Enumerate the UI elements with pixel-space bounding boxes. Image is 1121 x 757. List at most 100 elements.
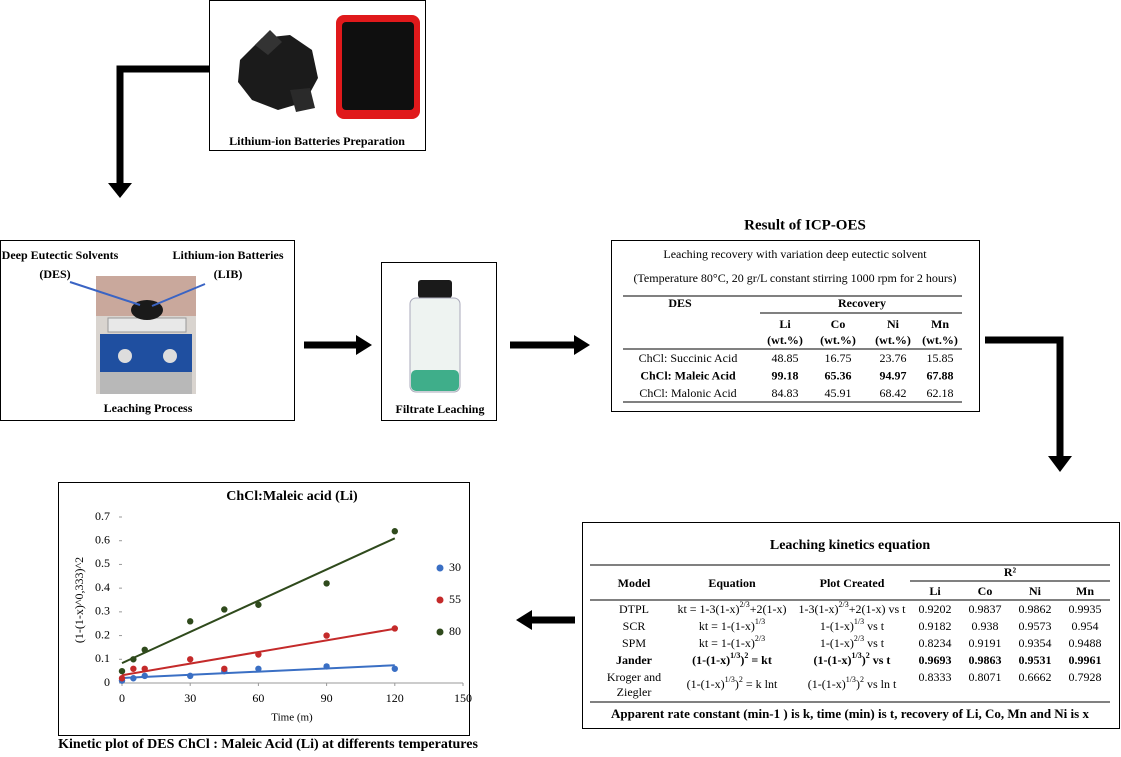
equation: kt = 1-(1-x)1/3 xyxy=(699,617,765,633)
superscript: 2/3 xyxy=(838,600,848,609)
x-tick-label: 60 xyxy=(252,691,264,705)
column-header: Mn xyxy=(931,317,949,331)
text-segment: 1-3(1-x) xyxy=(799,602,839,616)
data-point xyxy=(391,528,398,535)
cell: 0.9182 xyxy=(919,619,952,633)
icp-box xyxy=(611,240,980,412)
y-tick-label: 0.7 xyxy=(95,509,110,523)
superscript: 2/3 xyxy=(755,634,765,643)
y-tick-label: 0.5 xyxy=(95,556,110,570)
equation: (1-(1-x)1/3)2 = kt xyxy=(692,651,772,667)
text-segment: vs t xyxy=(870,653,891,667)
cell: 45.91 xyxy=(825,386,852,400)
superscript: 2 xyxy=(744,651,748,660)
equation: 1-(1-x)1/3 vs t xyxy=(820,617,885,633)
column-header: Ni xyxy=(887,317,900,331)
text-segment: 1-(1-x) xyxy=(820,619,854,633)
row-label: SPM xyxy=(622,636,646,650)
data-point xyxy=(323,580,330,587)
data-point xyxy=(187,618,194,625)
des-label: (DES) xyxy=(39,267,70,281)
cell: 0.8234 xyxy=(919,636,952,650)
column-header: (wt.%) xyxy=(922,333,958,347)
text-segment: = k lnt xyxy=(743,677,778,691)
cell: 0.9837 xyxy=(969,602,1002,616)
y-tick-label: 0.2 xyxy=(95,627,110,641)
x-tick-label: 120 xyxy=(386,691,404,705)
equation: (1-(1-x)1/3)2 = k lnt xyxy=(687,675,778,691)
text-segment: +2(1-x) vs t xyxy=(849,602,906,616)
text-segment: kt = 1-(1-x) xyxy=(699,636,755,650)
equation: (1-(1-x)1/3)2 vs ln t xyxy=(808,675,897,691)
cell: 16.75 xyxy=(825,351,852,365)
arrow-head xyxy=(356,335,372,355)
column-header: Plot Created xyxy=(820,576,885,590)
legend-marker xyxy=(436,628,444,636)
cell: 0.9935 xyxy=(1069,602,1102,616)
text-segment: ) xyxy=(862,653,866,667)
legend-marker xyxy=(436,596,444,604)
row-label: Ziegler xyxy=(617,685,652,699)
cell: 65.36 xyxy=(825,368,852,382)
cell: 0.954 xyxy=(1072,619,1099,633)
data-point xyxy=(187,672,194,680)
column-header: (wt.%) xyxy=(767,333,803,347)
text-segment: ) xyxy=(740,653,744,667)
pointer-line xyxy=(69,281,141,306)
cell: 62.18 xyxy=(927,386,954,400)
legend-label: 80 xyxy=(449,624,461,638)
text-segment: (1-(1-x) xyxy=(687,677,725,691)
y-tick-label: 0 xyxy=(104,675,110,689)
lib-label: (LIB) xyxy=(214,267,243,281)
superscript: 2 xyxy=(739,675,743,684)
text-segment: (1-(1-x) xyxy=(692,653,730,667)
data-point xyxy=(187,656,194,663)
cell: 0.8333 xyxy=(919,670,952,684)
arrow-head xyxy=(1048,456,1072,472)
column-header: Co xyxy=(831,317,846,331)
chart-box xyxy=(58,482,470,736)
data-point xyxy=(391,665,398,672)
data-point xyxy=(221,606,228,613)
equation: (1-(1-x)1/3)2 vs t xyxy=(814,651,891,667)
data-point xyxy=(323,632,330,639)
cell: 23.76 xyxy=(880,351,907,365)
x-axis-label: Time (m) xyxy=(271,712,313,724)
column-header: Model xyxy=(618,576,651,590)
equation: kt = 1-(1-x)2/3 xyxy=(699,634,765,650)
cell: 67.88 xyxy=(927,368,954,382)
column-header: Recovery xyxy=(838,296,886,310)
cell: 84.83 xyxy=(772,386,799,400)
x-tick-label: 0 xyxy=(119,691,125,705)
legend-label: 55 xyxy=(449,592,461,606)
text-segment: vs t xyxy=(864,636,885,650)
text-segment: (1-(1-x) xyxy=(808,677,846,691)
row-label: ChCl: Succinic Acid xyxy=(639,351,738,365)
cell: 0.9202 xyxy=(919,602,952,616)
cell: 0.9862 xyxy=(1019,602,1052,616)
cell: 99.18 xyxy=(772,368,799,382)
text-segment: = kt xyxy=(748,653,772,667)
chart-caption: Kinetic plot of DES ChCl : Maleic Acid (… xyxy=(58,737,478,752)
x-tick-label: 90 xyxy=(321,691,333,705)
text-segment: kt = 1-3(1-x) xyxy=(677,602,739,616)
text-segment: 1-(1-x) xyxy=(820,636,854,650)
data-point xyxy=(221,665,228,672)
text-segment: kt = 1-(1-x) xyxy=(699,619,755,633)
text-segment: ) xyxy=(735,677,739,691)
arrow-head xyxy=(574,335,590,355)
superscript: 1/3 xyxy=(730,651,740,660)
cell: 0.9191 xyxy=(969,636,1002,650)
text-segment: +2(1-x) xyxy=(750,602,787,616)
cell: 0.9354 xyxy=(1019,636,1052,650)
superscript: 1/3 xyxy=(854,617,864,626)
pointer-line xyxy=(151,283,206,307)
cell: 0.938 xyxy=(972,619,999,633)
superscript: 2/3 xyxy=(740,600,750,609)
preparation-caption: Lithium-ion Batteries Preparation xyxy=(229,134,405,148)
cell: 0.9488 xyxy=(1069,636,1102,650)
vial-photo xyxy=(409,280,461,393)
row-label: ChCl: Maleic Acid xyxy=(640,368,736,382)
icp-subtitle: Leaching recovery with variation deep eu… xyxy=(663,247,927,261)
